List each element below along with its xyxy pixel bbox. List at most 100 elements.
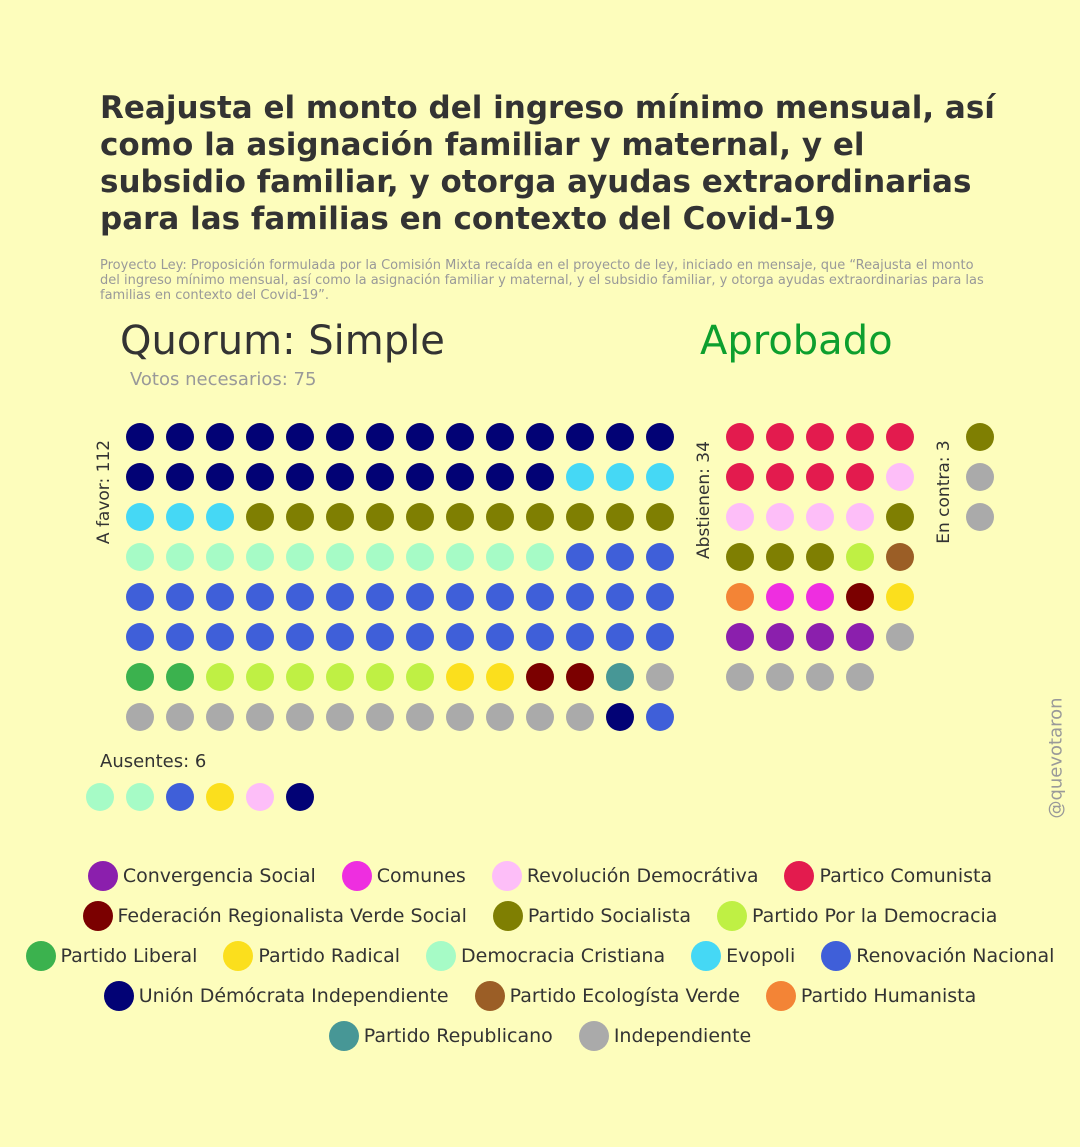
vote-dot-ind bbox=[806, 663, 834, 691]
legend-swatch bbox=[691, 941, 722, 971]
vote-dot-evo bbox=[126, 503, 154, 531]
vote-dot-ps bbox=[246, 503, 274, 531]
quorum-label: Quorum: Simple bbox=[120, 318, 445, 364]
vote-dot-rn bbox=[406, 583, 434, 611]
vote-dot-ps bbox=[646, 503, 674, 531]
vote-dot-evo bbox=[206, 503, 234, 531]
legend-label: Independiente bbox=[613, 1025, 752, 1047]
vote-dot-rd bbox=[886, 463, 914, 491]
vote-dot-rn bbox=[606, 543, 634, 571]
legend-row: Partido Liberal Partido Radical Democracia… bbox=[0, 936, 1080, 976]
legend-label: Democracia Cristiana bbox=[461, 945, 666, 967]
vote-dot-rn bbox=[566, 623, 594, 651]
legend-label: Convergencia Social bbox=[122, 865, 316, 887]
vote-dot-udi bbox=[246, 463, 274, 491]
vote-dot-udi bbox=[286, 783, 314, 811]
vote-dot-cs bbox=[766, 623, 794, 651]
legend-row: Federación Regionalista Verde Social Part… bbox=[0, 896, 1080, 936]
legend-item: Democracia Cristiana bbox=[426, 941, 665, 971]
vote-dot-ind bbox=[846, 663, 874, 691]
vote-dot-rn bbox=[486, 623, 514, 651]
vote-dot-rd bbox=[766, 503, 794, 531]
legend-label: Partido Radical bbox=[258, 945, 401, 967]
vote-dot-rn bbox=[646, 543, 674, 571]
vote-dot-dc bbox=[326, 543, 354, 571]
vote-dot-pr bbox=[486, 663, 514, 691]
vote-dot-udi bbox=[486, 463, 514, 491]
vote-dot-rn bbox=[566, 543, 594, 571]
vote-dot-ind bbox=[966, 503, 994, 531]
legend-label: Federación Regionalista Verde Social bbox=[117, 905, 467, 927]
vote-dot-ind bbox=[726, 663, 754, 691]
vote-dot-pc bbox=[726, 463, 754, 491]
vote-dot-dc bbox=[526, 543, 554, 571]
vote-dot-rn bbox=[446, 583, 474, 611]
vote-dot-dc bbox=[206, 543, 234, 571]
vote-dot-udi bbox=[246, 423, 274, 451]
vote-dot-udi bbox=[286, 423, 314, 451]
vote-dot-ind bbox=[326, 703, 354, 731]
legend-label: Partico Comunista bbox=[819, 865, 993, 887]
vote-dot-ind bbox=[126, 703, 154, 731]
vote-dot-dc bbox=[126, 543, 154, 571]
vote-dot-rn bbox=[206, 583, 234, 611]
legend-swatch bbox=[223, 941, 254, 971]
vote-dot-rn bbox=[566, 583, 594, 611]
vote-dot-cs bbox=[806, 623, 834, 651]
legend-label: Revolución Democrátiva bbox=[526, 865, 759, 887]
vote-dot-ps bbox=[806, 543, 834, 571]
vote-dot-udi bbox=[606, 703, 634, 731]
legend-row: Unión Démócrata Independiente Partido Eco… bbox=[0, 976, 1080, 1016]
vote-dot-evo bbox=[166, 503, 194, 531]
vote-dot-rn bbox=[126, 623, 154, 651]
vote-dot-ppd bbox=[286, 663, 314, 691]
vote-dot-ps bbox=[726, 543, 754, 571]
vote-dot-rn bbox=[166, 583, 194, 611]
vote-dot-ind bbox=[286, 703, 314, 731]
vote-dot-rn bbox=[606, 583, 634, 611]
vote-dot-udi bbox=[406, 463, 434, 491]
legend-swatch bbox=[25, 941, 56, 971]
legend-row: Convergencia Social Comunes Revolución Dem… bbox=[0, 856, 1080, 896]
vote-dot-udi bbox=[446, 463, 474, 491]
vote-dot-ind bbox=[166, 703, 194, 731]
vote-dot-udi bbox=[486, 423, 514, 451]
chart-title: Reajusta el monto del ingreso mínimo men… bbox=[100, 90, 995, 237]
vote-dot-udi bbox=[206, 463, 234, 491]
vote-dot-evo bbox=[646, 463, 674, 491]
vote-dot-pev bbox=[886, 543, 914, 571]
vote-dot-udi bbox=[606, 423, 634, 451]
vote-dot-ind bbox=[446, 703, 474, 731]
legend-label: Partido Ecologísta Verde bbox=[509, 985, 740, 1007]
vote-dot-pc bbox=[806, 423, 834, 451]
vote-dot-ps bbox=[886, 503, 914, 531]
vote-dot-ind bbox=[886, 623, 914, 651]
legend-swatch bbox=[103, 981, 134, 1011]
legend-item: Partido Radical bbox=[223, 941, 400, 971]
vote-dot-udi bbox=[446, 423, 474, 451]
vote-dot-udi bbox=[326, 463, 354, 491]
vote-dot-rn bbox=[606, 623, 634, 651]
vote-dot-pc bbox=[726, 423, 754, 451]
vote-dot-ps bbox=[966, 423, 994, 451]
vote-dot-evo bbox=[566, 463, 594, 491]
legend-swatch bbox=[328, 1021, 359, 1051]
vote-dot-udi bbox=[126, 463, 154, 491]
vote-dot-dc bbox=[406, 543, 434, 571]
vote-dot-ps bbox=[406, 503, 434, 531]
vote-dot-rn bbox=[126, 583, 154, 611]
vote-dot-rn bbox=[486, 583, 514, 611]
vote-dot-udi bbox=[166, 463, 194, 491]
vote-dot-rn bbox=[406, 623, 434, 651]
vote-dot-udi bbox=[366, 463, 394, 491]
legend-item: Partico Comunista bbox=[784, 861, 992, 891]
legend-item: Partido Republicano bbox=[328, 1021, 553, 1051]
vote-dot-cs bbox=[846, 623, 874, 651]
vote-dot-ind bbox=[406, 703, 434, 731]
vote-dot-pr bbox=[886, 583, 914, 611]
legend-label: Partido Humanista bbox=[800, 985, 977, 1007]
vote-dot-ppd bbox=[326, 663, 354, 691]
vote-dot-rn bbox=[526, 583, 554, 611]
vote-dot-rd bbox=[246, 783, 274, 811]
vote-dot-ind bbox=[526, 703, 554, 731]
